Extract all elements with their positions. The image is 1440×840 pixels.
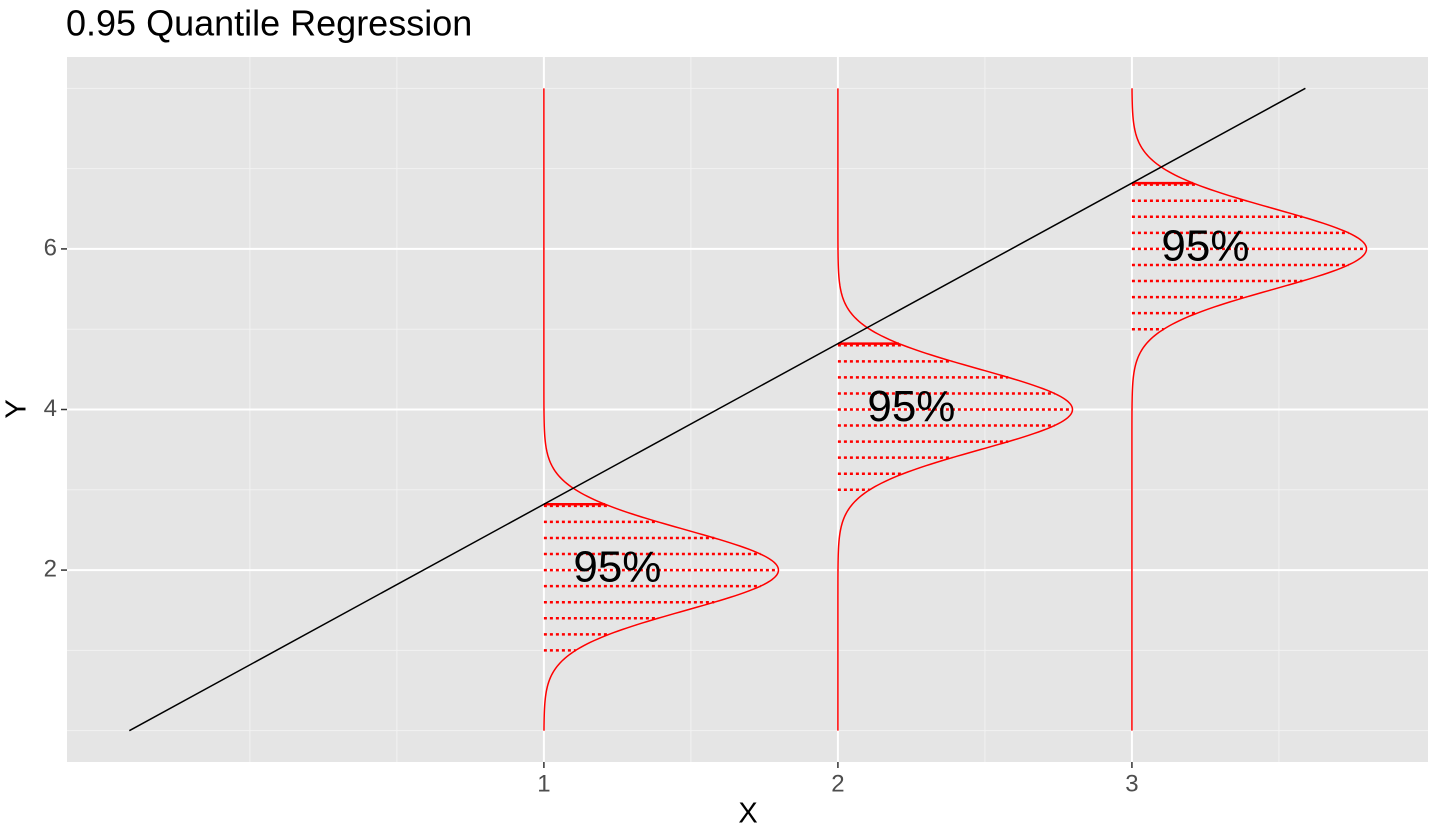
y-tick-label: 6 [44,234,57,261]
density-curve [543,88,780,731]
y-tick-label: 2 [44,555,57,582]
annotation: 95% [867,382,955,431]
x-tick-label: 3 [1125,770,1138,797]
x-tick-label: 1 [537,770,550,797]
annotation: 95% [1161,222,1249,271]
y-tick-label: 4 [44,395,57,422]
x-axis-title: X [738,798,757,830]
x-tick-label: 2 [831,770,844,797]
density-curve [1131,88,1368,731]
annotation: 95% [573,543,661,592]
regression-line [128,87,1306,732]
chart-title: 0.95 Quantile Regression [66,3,472,44]
y-axis-title: Y [1,399,33,418]
